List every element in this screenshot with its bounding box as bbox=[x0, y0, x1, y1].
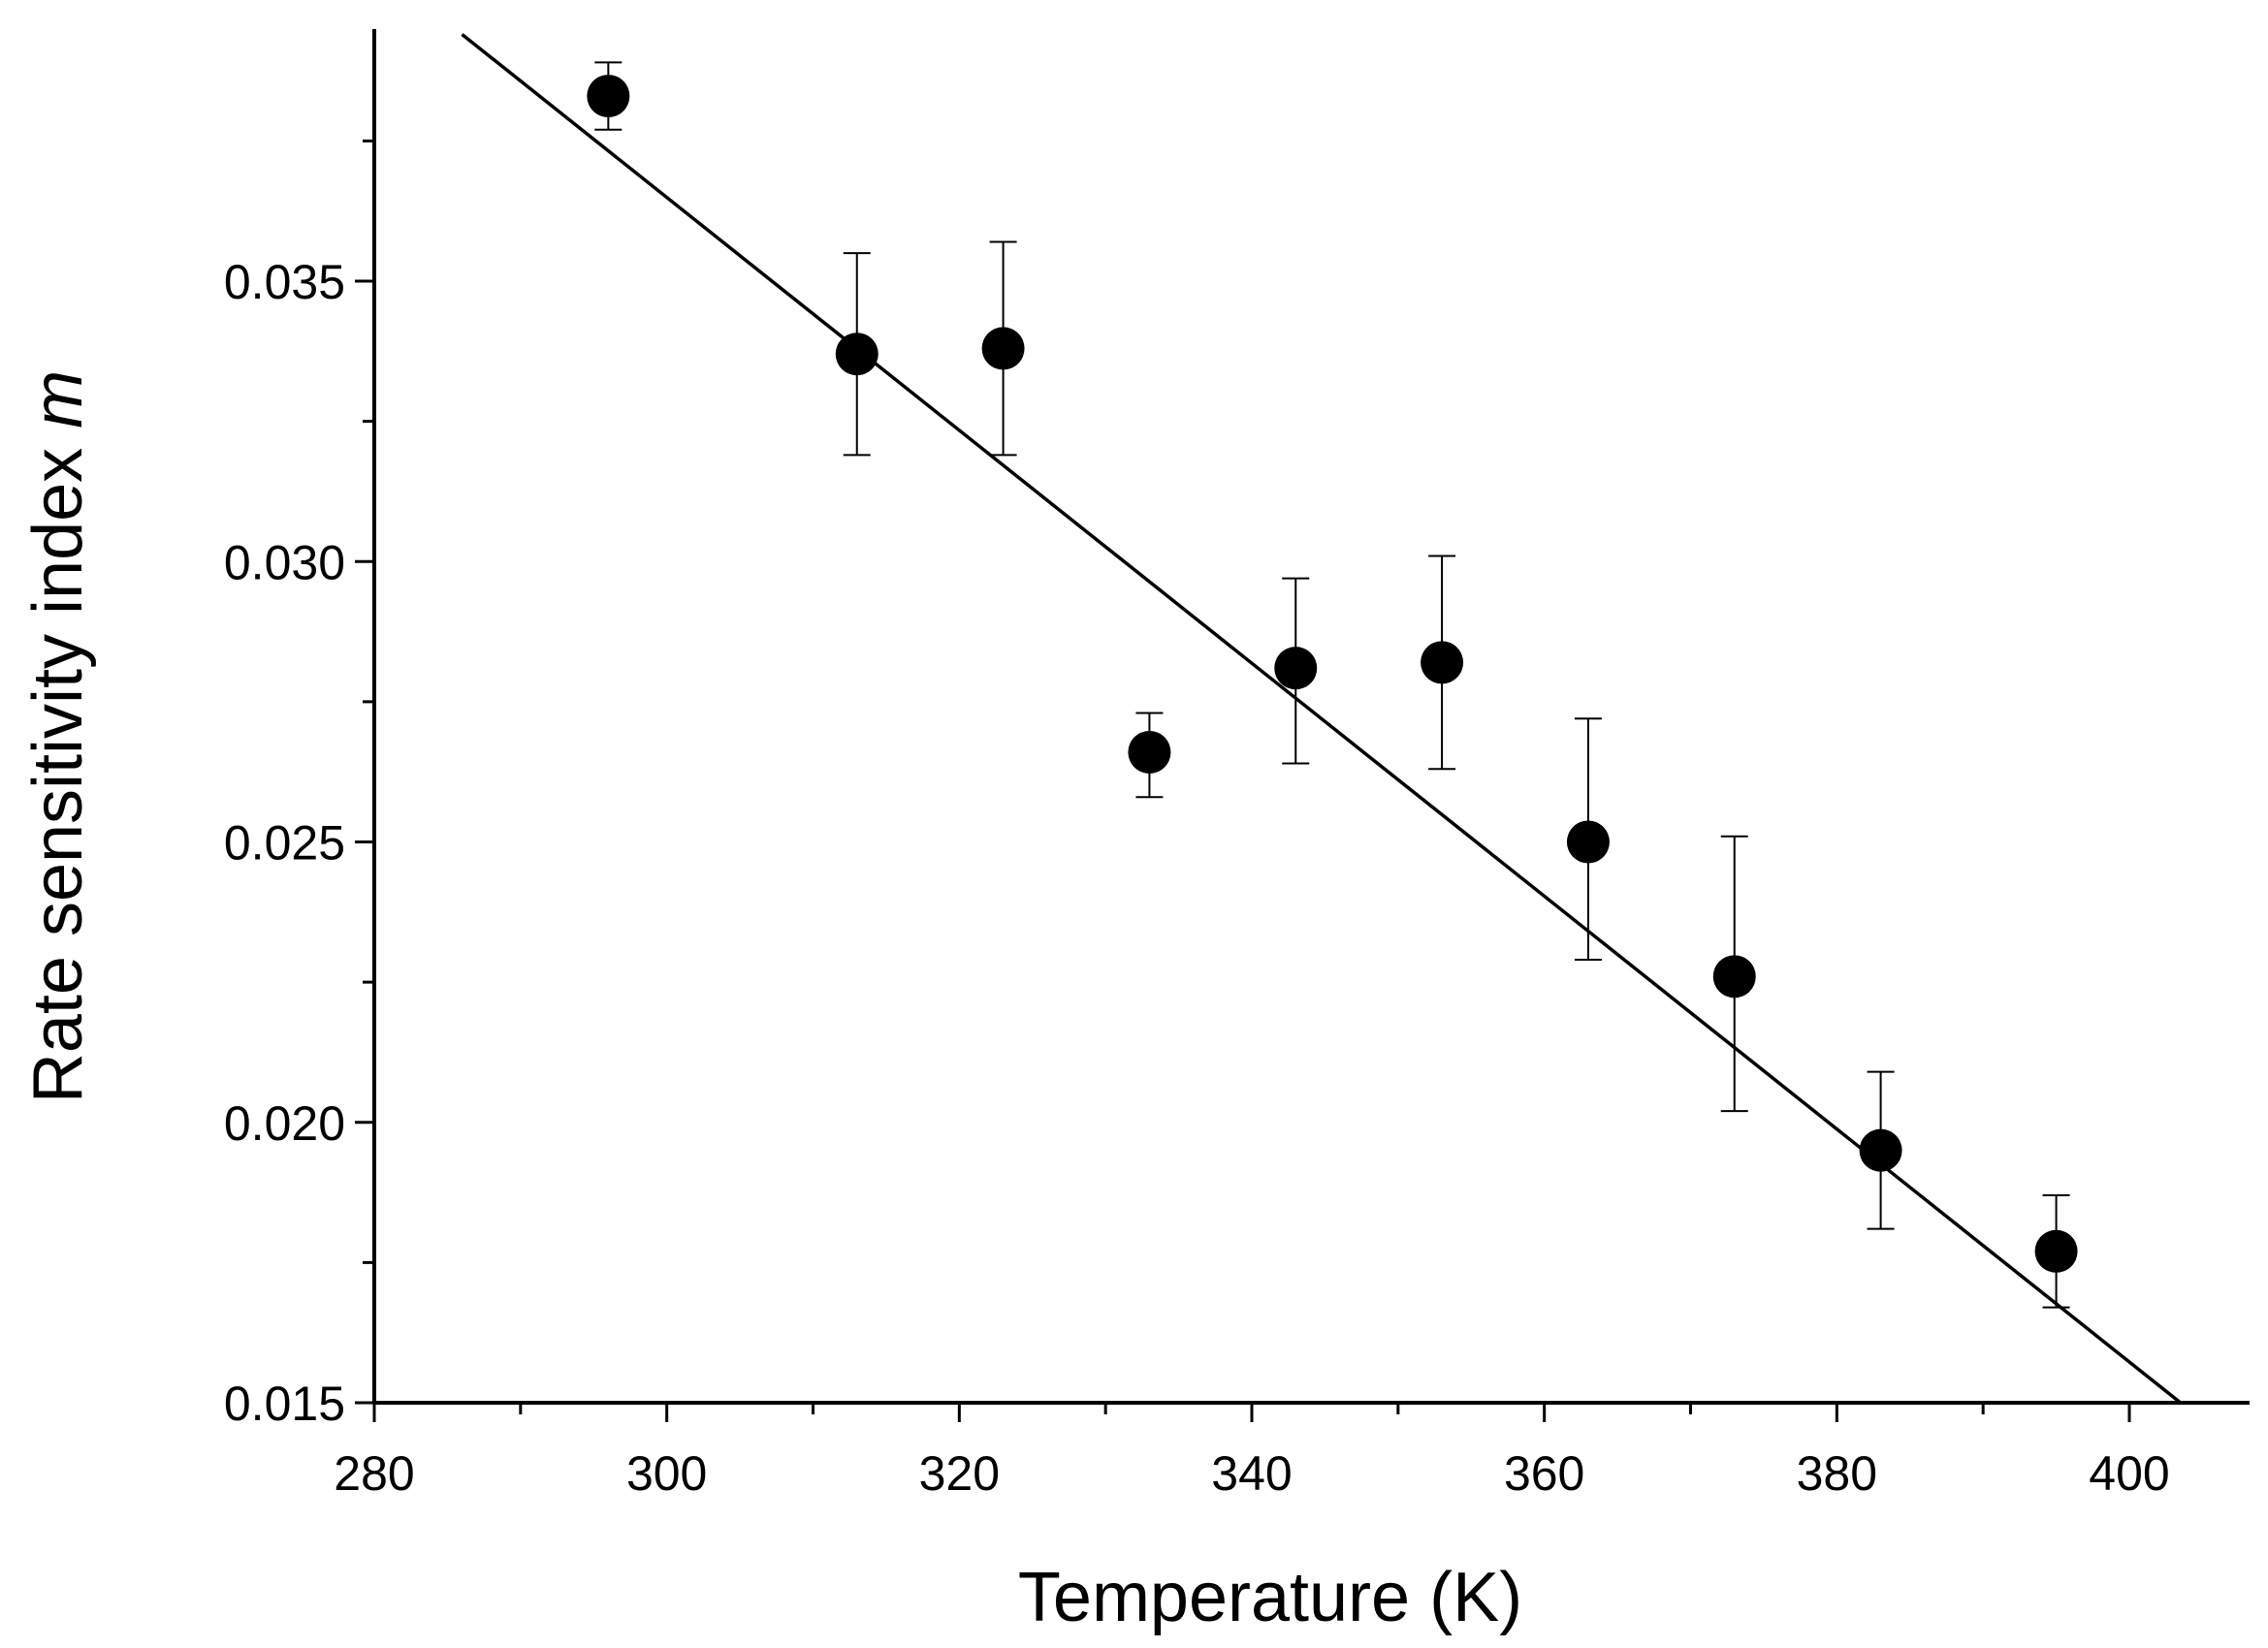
error-bars bbox=[594, 61, 2070, 1309]
y-axis-title-variable: m bbox=[19, 370, 97, 428]
x-axis-title: Temperature (K) bbox=[1018, 1559, 1522, 1636]
x-tick-label: 320 bbox=[919, 1446, 1000, 1501]
x-tick-label: 360 bbox=[1504, 1446, 1584, 1501]
linear-fit-line bbox=[461, 33, 2182, 1405]
fit-line-group bbox=[461, 33, 2182, 1405]
x-tick-label: 340 bbox=[1211, 1446, 1292, 1501]
x-ticks: 280 300 320 340 360 380 400 bbox=[334, 1403, 2170, 1501]
data-point bbox=[981, 327, 1025, 370]
y-ticks: 0.015 0.020 0.025 0.030 0.035 bbox=[224, 139, 374, 1431]
y-axis-title-main: Rate sensitivity index bbox=[19, 428, 97, 1103]
y-tick-label: 0.015 bbox=[224, 1377, 345, 1431]
data-point bbox=[1128, 730, 1171, 774]
y-tick-label: 0.030 bbox=[224, 535, 345, 589]
y-tick-label: 0.035 bbox=[224, 255, 345, 309]
x-tick-label: 400 bbox=[2089, 1446, 2169, 1501]
data-point bbox=[1712, 955, 1756, 998]
data-point bbox=[835, 333, 878, 376]
data-point bbox=[1566, 820, 1610, 864]
axes bbox=[372, 29, 2250, 1405]
x-tick-label: 300 bbox=[626, 1446, 707, 1501]
data-point bbox=[587, 75, 630, 118]
data-point bbox=[1274, 647, 1318, 690]
data-points bbox=[587, 75, 2078, 1273]
data-point bbox=[2034, 1229, 2078, 1273]
y-tick-label: 0.025 bbox=[224, 816, 345, 871]
y-tick-label: 0.020 bbox=[224, 1096, 345, 1151]
y-axis-title: Rate sensitivity index m bbox=[19, 370, 97, 1103]
x-tick-label: 280 bbox=[334, 1446, 414, 1501]
x-tick-label: 380 bbox=[1797, 1446, 1877, 1501]
data-point bbox=[1859, 1128, 1902, 1172]
data-point bbox=[1421, 641, 1464, 684]
